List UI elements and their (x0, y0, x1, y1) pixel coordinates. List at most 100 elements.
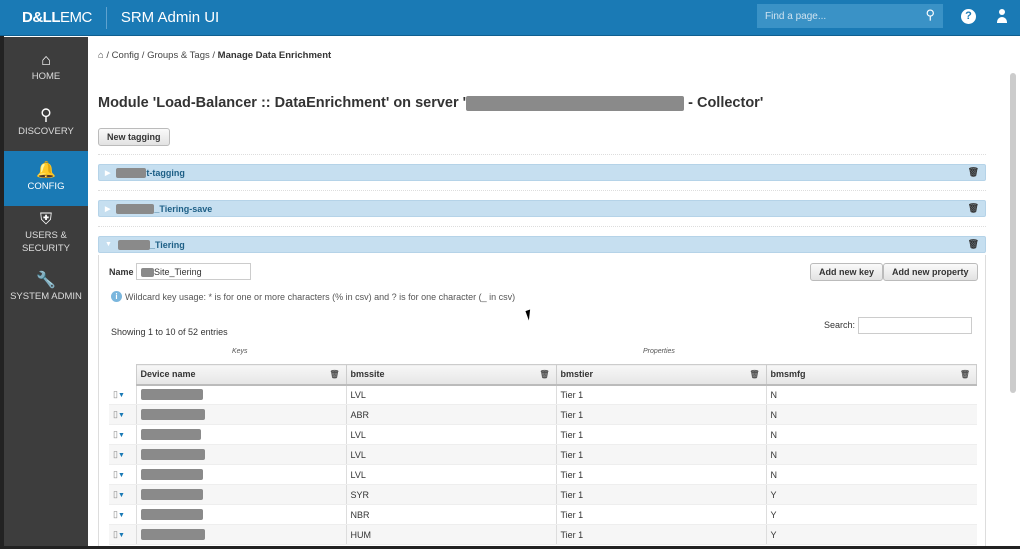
bmsmfg-cell: Y (765, 524, 977, 545)
add-new-key-button[interactable]: Add new key (810, 263, 884, 281)
tagging-accordion-1[interactable]: ▶ t-tagging 🗑 (98, 164, 986, 181)
bmsmfg-cell: N (765, 384, 977, 405)
trash-icon[interactable]: 🗑 (967, 167, 979, 177)
bmsmfg-cell: N (765, 424, 977, 445)
trash-icon[interactable]: 🗑 (959, 370, 970, 379)
bmstier-cell: Tier 1 (555, 404, 766, 425)
bmssite-cell: LVL (345, 464, 556, 485)
tagging-accordion-2[interactable]: ▶ _Tiering-save 🗑 (98, 200, 986, 217)
table-row: ▯▼ SYR Tier 1 Y (109, 484, 977, 505)
bmstier-cell: Tier 1 (555, 504, 766, 525)
scrollbar[interactable] (1010, 73, 1016, 393)
device-name-cell (135, 484, 346, 505)
tagging-editor: Name Site_Tiering Add new key Add new pr… (98, 255, 986, 546)
sidebar-item-label: DISCOVERY (18, 126, 74, 137)
add-new-property-button[interactable]: Add new property (883, 263, 978, 281)
dell-emc-logo: D&LLEMC (22, 9, 92, 26)
sidebar-item-label: USERS & SECURITY (21, 229, 71, 254)
trash-icon[interactable]: 🗑 (539, 370, 550, 379)
sidebar-item-system-admin[interactable]: 🔧 SYSTEM ADMIN (4, 261, 88, 316)
user-icon[interactable] (996, 9, 1008, 24)
bmsmfg-cell: Y (765, 484, 977, 505)
sidebar-item-label: HOME (31, 71, 61, 82)
name-input[interactable]: Site_Tiering (136, 263, 251, 280)
device-name-cell (135, 504, 346, 525)
nav-icon: ⛨ (39, 210, 52, 228)
row-actions-menu[interactable]: ▯▼ (109, 524, 136, 545)
row-actions-menu[interactable]: ▯▼ (109, 464, 136, 485)
sidebar-item-discovery[interactable]: ⚲ DISCOVERY (4, 96, 88, 151)
column-device-name[interactable]: Device name 🗑 (135, 364, 347, 386)
row-actions-menu[interactable]: ▯▼ (109, 444, 136, 465)
bmssite-cell: HUM (345, 524, 556, 545)
find-page-input[interactable]: Find a page... ⚲ (757, 4, 943, 28)
table-row: ▯▼ ABR Tier 1 N (109, 404, 977, 425)
bmstier-cell: Tier 1 (555, 424, 766, 445)
nav-icon: 🔧 (36, 272, 56, 289)
bmssite-cell: NBR (345, 504, 556, 525)
device-name-cell (135, 404, 346, 425)
name-label: Name (109, 267, 134, 277)
sidebar: ⌂ HOME ⚲ DISCOVERY 🔔 CONFIG ⛨ USERS & SECURITY 🔧… (4, 37, 88, 546)
tagging-accordion-3[interactable]: ▼ _Tiering 🗑 (98, 236, 986, 253)
table-row: ▯▼ HUM Tier 1 Y (109, 524, 977, 545)
app-title: SRM Admin UI (120, 9, 220, 26)
info-icon: i (111, 291, 122, 302)
bmssite-cell: SYR (345, 484, 556, 505)
page-title: Module 'Load-Balancer :: DataEnrichment'… (98, 95, 764, 111)
redacted-server (466, 95, 685, 111)
row-actions-menu[interactable]: ▯▼ (109, 384, 136, 405)
bmstier-cell: Tier 1 (555, 484, 766, 505)
bmssite-cell: LVL (345, 424, 556, 445)
device-name-cell (135, 444, 346, 465)
row-actions-menu[interactable]: ▯▼ (109, 424, 136, 445)
table-search-input[interactable] (858, 317, 972, 334)
properties-group-header: Properties (643, 348, 675, 355)
table-row: ▯▼ LVL Tier 1 N (109, 444, 977, 465)
bmstier-cell: Tier 1 (555, 464, 766, 485)
top-bar: D&LLEMC SRM Admin UI Find a page... ⚲ ? (0, 0, 1020, 36)
column-bmssite[interactable]: bmssite 🗑 (345, 364, 557, 386)
table-row: ▯▼ LVL Tier 1 N (109, 384, 977, 405)
new-tagging-button[interactable]: New tagging (98, 128, 170, 146)
row-actions-menu[interactable]: ▯▼ (109, 504, 136, 525)
home-icon[interactable]: ⌂ (98, 50, 104, 61)
device-name-cell (135, 464, 346, 485)
table-row: ▯▼ LVL Tier 1 N (109, 464, 977, 485)
device-name-cell (135, 524, 346, 545)
trash-icon[interactable]: 🗑 (749, 370, 760, 379)
bmssite-cell: LVL (345, 444, 556, 465)
nav-icon: 🔔 (36, 162, 56, 179)
bmsmfg-cell: Y (765, 504, 977, 525)
breadcrumb-config[interactable]: Config (111, 50, 140, 61)
bmstier-cell: Tier 1 (555, 444, 766, 465)
bmstier-cell: Tier 1 (555, 384, 766, 405)
device-name-cell (135, 384, 346, 405)
help-icon[interactable]: ? (961, 9, 976, 24)
breadcrumb: ⌂ / Config / Groups & Tags / Manage Data… (98, 50, 332, 61)
bmstier-cell: Tier 1 (555, 524, 766, 545)
table-row: ▯▼ LVL Tier 1 N (109, 424, 977, 445)
trash-icon[interactable]: 🗑 (967, 239, 979, 249)
trash-icon[interactable]: 🗑 (967, 203, 979, 213)
row-actions-menu[interactable]: ▯▼ (109, 484, 136, 505)
search-label: Search: (824, 320, 856, 330)
sidebar-item-config[interactable]: 🔔 CONFIG (4, 151, 88, 206)
sidebar-item-label: CONFIG (27, 181, 65, 192)
trash-icon[interactable]: 🗑 (329, 370, 340, 379)
bmssite-cell: ABR (345, 404, 556, 425)
main-content: ⌂ / Config / Groups & Tags / Manage Data… (88, 37, 1020, 546)
sidebar-item-home[interactable]: ⌂ HOME (4, 41, 88, 96)
row-actions-menu[interactable]: ▯▼ (109, 404, 136, 425)
bmssite-cell: LVL (345, 384, 556, 405)
sidebar-item-users-security[interactable]: ⛨ USERS & SECURITY (4, 206, 88, 261)
column-bmstier[interactable]: bmstier 🗑 (555, 364, 767, 386)
entries-info: Showing 1 to 10 of 52 entries (111, 327, 228, 337)
nav-icon: ⚲ (40, 107, 52, 124)
bmsmfg-cell: N (765, 444, 977, 465)
column-bmsmfg[interactable]: bmsmfg 🗑 (765, 364, 977, 386)
bmsmfg-cell: N (765, 464, 977, 485)
breadcrumb-groups-tags[interactable]: Groups & Tags (147, 50, 210, 61)
search-icon[interactable]: ⚲ (925, 7, 935, 22)
